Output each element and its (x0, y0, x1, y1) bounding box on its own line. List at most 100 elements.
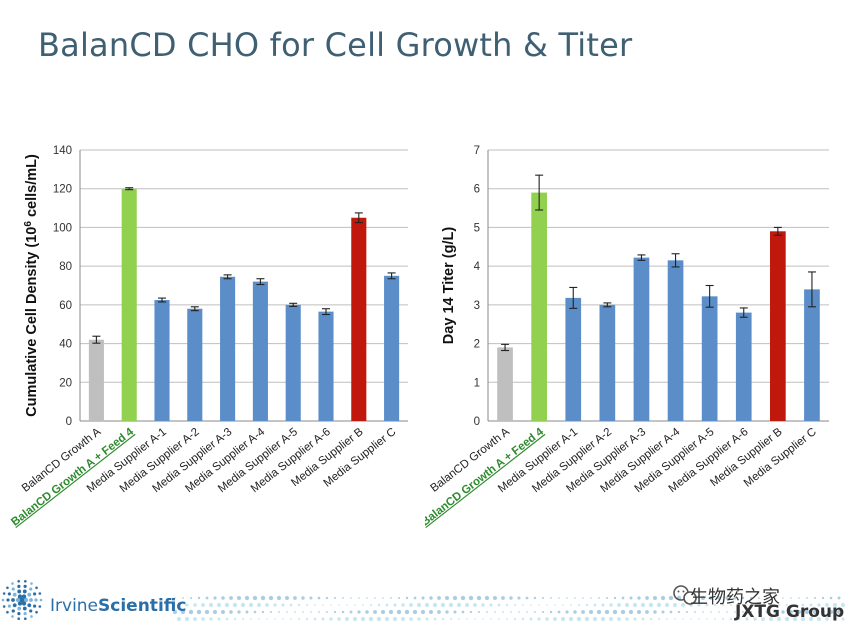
band-dot (521, 617, 525, 621)
band-dot (345, 617, 349, 621)
band-dot (290, 618, 292, 620)
band-dot (333, 610, 337, 614)
band-dot (421, 596, 425, 600)
band-dot (193, 617, 197, 621)
band-dot (474, 618, 476, 620)
band-dot (302, 611, 304, 613)
band-dot (482, 618, 484, 620)
band-dot (568, 616, 574, 622)
band-dot (489, 603, 493, 607)
band-dot (796, 609, 802, 615)
band-dot (645, 610, 649, 614)
logo-dot (17, 612, 21, 616)
error-bar (773, 226, 782, 236)
band-dot (260, 595, 266, 601)
band-dot (452, 595, 458, 601)
y-tick-label: 140 (53, 145, 72, 157)
band-dot (574, 597, 576, 599)
band-dot (244, 595, 250, 601)
logo-dot (12, 592, 17, 597)
band-dot (841, 617, 845, 621)
y-tick-label: 80 (59, 261, 72, 273)
error-bar (569, 286, 578, 309)
band-dot (232, 602, 238, 608)
band-dot (840, 602, 846, 608)
band-dot (469, 610, 473, 614)
logo-dot (34, 598, 38, 602)
band-dot (224, 602, 230, 608)
irvine-scientific-logo-icon (1, 579, 43, 621)
bar (497, 347, 513, 421)
band-dot (396, 609, 402, 615)
logo-dot (12, 603, 17, 608)
band-dot (785, 603, 789, 607)
band-dot (460, 595, 466, 601)
error-bar (739, 307, 748, 318)
band-dot (565, 610, 569, 614)
logo-dot (35, 586, 38, 590)
band-dot (456, 602, 462, 608)
band-dot (373, 610, 377, 614)
logo-dot (22, 606, 27, 611)
band-dot (388, 609, 394, 615)
band-dot (672, 602, 678, 608)
band-dot (369, 603, 373, 607)
band-dot (566, 597, 568, 599)
band-dot (377, 603, 381, 607)
band-dot (820, 609, 826, 615)
band-dot (592, 616, 598, 622)
logo-dot (1, 598, 5, 602)
band-dot (509, 596, 513, 600)
band-dot (401, 617, 405, 621)
band-dot (297, 603, 301, 607)
band-dot (245, 610, 249, 614)
band-dot (354, 604, 356, 606)
logo-dot (17, 589, 22, 594)
band-dot (268, 595, 274, 601)
band-dot (698, 618, 700, 620)
logo-dot (30, 615, 33, 618)
y-tick-label: 2 (474, 339, 480, 351)
band-dot (669, 610, 673, 614)
logo-dot (33, 592, 37, 596)
band-dot (412, 609, 418, 615)
band-dot (637, 596, 641, 600)
bar (531, 192, 547, 421)
band-dot (746, 604, 748, 606)
band-dot (193, 603, 197, 607)
band-dot (537, 617, 541, 621)
band-dot (781, 610, 785, 614)
error-bar (289, 302, 298, 307)
band-dot (800, 616, 806, 622)
band-dot (466, 618, 468, 620)
band-dot (714, 618, 716, 620)
error-bar (92, 335, 101, 344)
band-dot (329, 617, 333, 621)
band-dot (382, 597, 384, 599)
band-dot (550, 597, 552, 599)
error-bar (637, 254, 646, 261)
band-dot (444, 595, 450, 601)
logo-dot (11, 587, 15, 591)
logo-dot (29, 598, 33, 602)
band-dot (350, 597, 352, 599)
band-dot (281, 603, 285, 607)
band-dot (172, 609, 178, 615)
band-dot (229, 596, 233, 600)
band-dot (658, 618, 660, 620)
band-dot (558, 597, 560, 599)
band-dot (448, 602, 454, 608)
band-dot (236, 595, 242, 601)
band-dot (685, 610, 689, 614)
band-dot (248, 602, 254, 608)
band-dot (596, 609, 602, 615)
bar (88, 339, 104, 421)
band-dot (309, 596, 313, 600)
band-dot (733, 596, 737, 600)
y-tick-label: 100 (53, 222, 72, 234)
band-dot (801, 603, 805, 607)
logo-dot (17, 579, 21, 583)
y-tick-label: 0 (66, 416, 72, 428)
band-dot (437, 610, 441, 614)
wechat-icon (673, 585, 697, 605)
